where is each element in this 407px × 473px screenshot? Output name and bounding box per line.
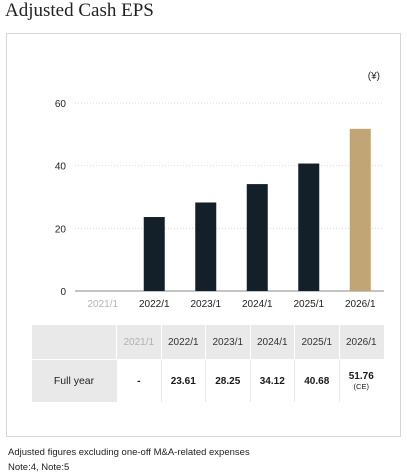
y-tick-label: 0 — [60, 287, 66, 298]
table-cell-value: 51.76 — [348, 370, 374, 382]
table-header-cell: 2026/1 — [338, 325, 384, 359]
table-header-cell: 2023/1 — [205, 325, 250, 359]
table-header-cell: 2024/1 — [249, 325, 295, 359]
footnote-notes: Note:4, Note:5 — [8, 462, 70, 473]
table-cell: 40.68 — [294, 360, 339, 402]
y-tick-label: 60 — [55, 99, 67, 110]
table-cell: 28.25 — [205, 360, 250, 402]
y-tick-label: 40 — [55, 162, 67, 173]
bar — [246, 184, 268, 291]
bar — [298, 163, 320, 291]
table-cell: 34.12 — [249, 360, 295, 402]
bar — [195, 202, 217, 291]
table-row: Full year - 23.61 28.25 34.12 40.68 51.7… — [32, 360, 384, 402]
x-tick-label: 2022/1 — [139, 299, 170, 310]
x-tick-label: 2021/1 — [87, 299, 118, 310]
table-header-cell: 2025/1 — [294, 325, 339, 359]
estimate-note: (CE) — [353, 381, 369, 391]
data-table: 2021/1 2022/1 2023/1 2024/1 2025/1 2026/… — [32, 325, 384, 402]
table-header-cell: 2021/1 — [116, 325, 161, 359]
table-cell: - — [116, 360, 161, 402]
table-row-label: Full year — [32, 360, 116, 402]
unit-label: (¥) — [368, 71, 380, 82]
table-cell: 23.61 — [160, 360, 206, 402]
table-header-row: 2021/1 2022/1 2023/1 2024/1 2025/1 2026/… — [32, 325, 384, 359]
x-tick-label: 2025/1 — [293, 299, 324, 310]
table-header-cell: 2022/1 — [160, 325, 206, 359]
x-tick-label: 2026/1 — [345, 299, 376, 310]
bar — [143, 217, 165, 291]
x-tick-label: 2024/1 — [242, 299, 273, 310]
y-tick-label: 20 — [55, 224, 67, 235]
footnote-adjusted: Adjusted figures excluding one-off M&A-r… — [8, 447, 250, 458]
bar-estimate — [349, 128, 371, 291]
table-corner — [32, 325, 116, 359]
page-title: Adjusted Cash EPS — [5, 0, 154, 21]
table-cell-estimate: 51.76 (CE) — [338, 360, 384, 402]
x-tick-label: 2023/1 — [190, 299, 221, 310]
